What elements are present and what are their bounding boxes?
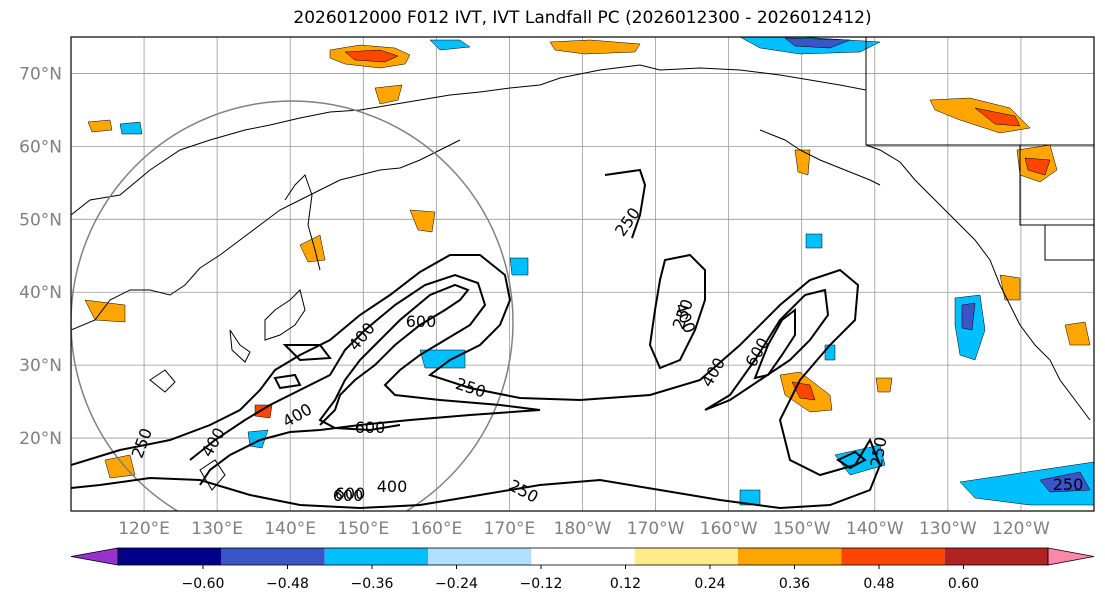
- map-frame: [70, 36, 1095, 512]
- colorbar-segment: [531, 548, 635, 565]
- colorbar-segment: [738, 548, 842, 565]
- colorbar-extend-high: [1047, 547, 1095, 566]
- lat-tick-label: 20°N: [19, 429, 62, 449]
- lat-tick-label: 40°N: [19, 283, 62, 303]
- colorbar-labels: −0.60 −0.48 −0.36 −0.24 −0.12 0.12 0.24 0.36 0.4…: [182, 565, 979, 592]
- lon-tick-label: 170°W: [627, 519, 685, 539]
- pc-shading: [84, 37, 1094, 506]
- colorbar-tick-label: 0.48: [863, 576, 894, 592]
- ivt-contours: [71, 168, 882, 510]
- lat-tick-label: 30°N: [19, 356, 62, 376]
- ivt-contour-250: [648, 253, 706, 370]
- colorbar-tick-label: 0.36: [779, 576, 810, 592]
- contour-label: 600: [335, 484, 366, 503]
- pc-negative-core: [961, 302, 976, 331]
- colorbar-segment: [118, 548, 222, 565]
- ivt-contour-250: [71, 254, 882, 510]
- lon-tick-label: 160°E: [411, 519, 463, 539]
- pc-positive-core: [1024, 157, 1051, 176]
- colorbar-tick-label: −0.60: [182, 576, 225, 592]
- pc-negative-region: [119, 121, 143, 135]
- pc-negative-region: [429, 39, 471, 51]
- ivt-contour-600: [753, 307, 796, 380]
- region-circle: [71, 100, 514, 511]
- lon-tick-label: 150°E: [337, 519, 389, 539]
- lat-tick-label: 60°N: [19, 137, 62, 157]
- lon-tick-label: 120°E: [118, 519, 170, 539]
- ivt-contour-250: [273, 373, 302, 390]
- colorbar-segment: [324, 548, 428, 565]
- colorbar-segment: [841, 548, 945, 565]
- pc-positive-region: [254, 404, 273, 419]
- pc-positive-region: [1064, 321, 1091, 346]
- ivt-contour-600: [318, 283, 470, 432]
- pc-negative-core: [784, 37, 851, 49]
- colorbar-frame: [117, 547, 1049, 566]
- colorbar-tick-label: −0.12: [520, 576, 563, 592]
- colorbar-segment: [221, 548, 325, 565]
- pc-positive-region: [549, 39, 641, 55]
- ivt-contour-250: [604, 168, 647, 239]
- colorbar-tick-label: 0.60: [948, 576, 979, 592]
- pc-negative-region: [824, 344, 836, 361]
- contour-label: 600: [406, 312, 437, 331]
- colorbar-segment: [428, 548, 532, 565]
- lon-tick-label: 170°E: [484, 519, 536, 539]
- lat-tick-label: 50°N: [19, 210, 62, 230]
- pc-positive-region: [794, 149, 811, 176]
- lat-tick-label: 70°N: [19, 64, 62, 84]
- pc-negative-region: [959, 461, 1094, 506]
- pc-negative-region: [419, 349, 466, 369]
- map-title: 2026012000 F012 IVT, IVT Landfall PC (20…: [293, 8, 872, 28]
- pc-positive-region: [374, 84, 403, 105]
- coastlines: [71, 37, 1094, 491]
- colorbar-extend-low: [70, 547, 119, 566]
- lon-tick-label: 120°W: [992, 519, 1050, 539]
- colorbar-tick-label: 0.12: [610, 576, 641, 592]
- pc-positive-region: [84, 299, 126, 323]
- lon-labels: 120°E 130°E 140°E 150°E 160°E 170°E 180°W 170°W…: [118, 519, 1050, 539]
- pc-positive-region: [409, 209, 436, 233]
- colorbar: [70, 547, 1095, 566]
- pc-positive-core: [974, 107, 1021, 127]
- lon-tick-label: 140°W: [846, 519, 904, 539]
- lon-tick-label: 130°E: [191, 519, 243, 539]
- lon-tick-label: 180°W: [554, 519, 612, 539]
- pc-positive-region: [87, 119, 113, 133]
- lon-tick-label: 150°W: [773, 519, 831, 539]
- gridlines: [71, 37, 1094, 511]
- pc-negative-region: [805, 233, 823, 249]
- colorbar-tick-label: −0.36: [351, 576, 394, 592]
- colorbar-segment: [634, 548, 738, 565]
- colorbar-tick-label: −0.24: [435, 576, 478, 592]
- colorbar-tick-label: −0.48: [266, 576, 309, 592]
- contour-label: 600: [355, 418, 386, 437]
- contour-label: 400: [377, 477, 408, 496]
- pc-positive-region: [875, 377, 893, 393]
- lon-tick-label: 140°E: [264, 519, 316, 539]
- pc-negative-core: [1039, 471, 1091, 493]
- colorbar-segment: [944, 548, 1048, 565]
- ivt-contour-400: [704, 288, 830, 411]
- colorbar-tick-label: 0.24: [694, 576, 725, 592]
- lat-labels: 20°N 30°N 40°N 50°N 60°N 70°N: [19, 64, 62, 449]
- pc-negative-region: [509, 257, 529, 276]
- contour-label: 250: [1053, 475, 1084, 494]
- pc-positive-region: [104, 454, 136, 479]
- ivt-contour-250: [282, 344, 332, 362]
- lon-tick-label: 130°W: [919, 519, 977, 539]
- lon-tick-label: 160°W: [700, 519, 758, 539]
- pc-positive-region: [299, 234, 326, 263]
- ivt-contour-400: [835, 450, 867, 470]
- contour-label: 600: [333, 486, 364, 505]
- pc-positive-core: [344, 49, 399, 63]
- ivt-contour-400: [189, 273, 541, 486]
